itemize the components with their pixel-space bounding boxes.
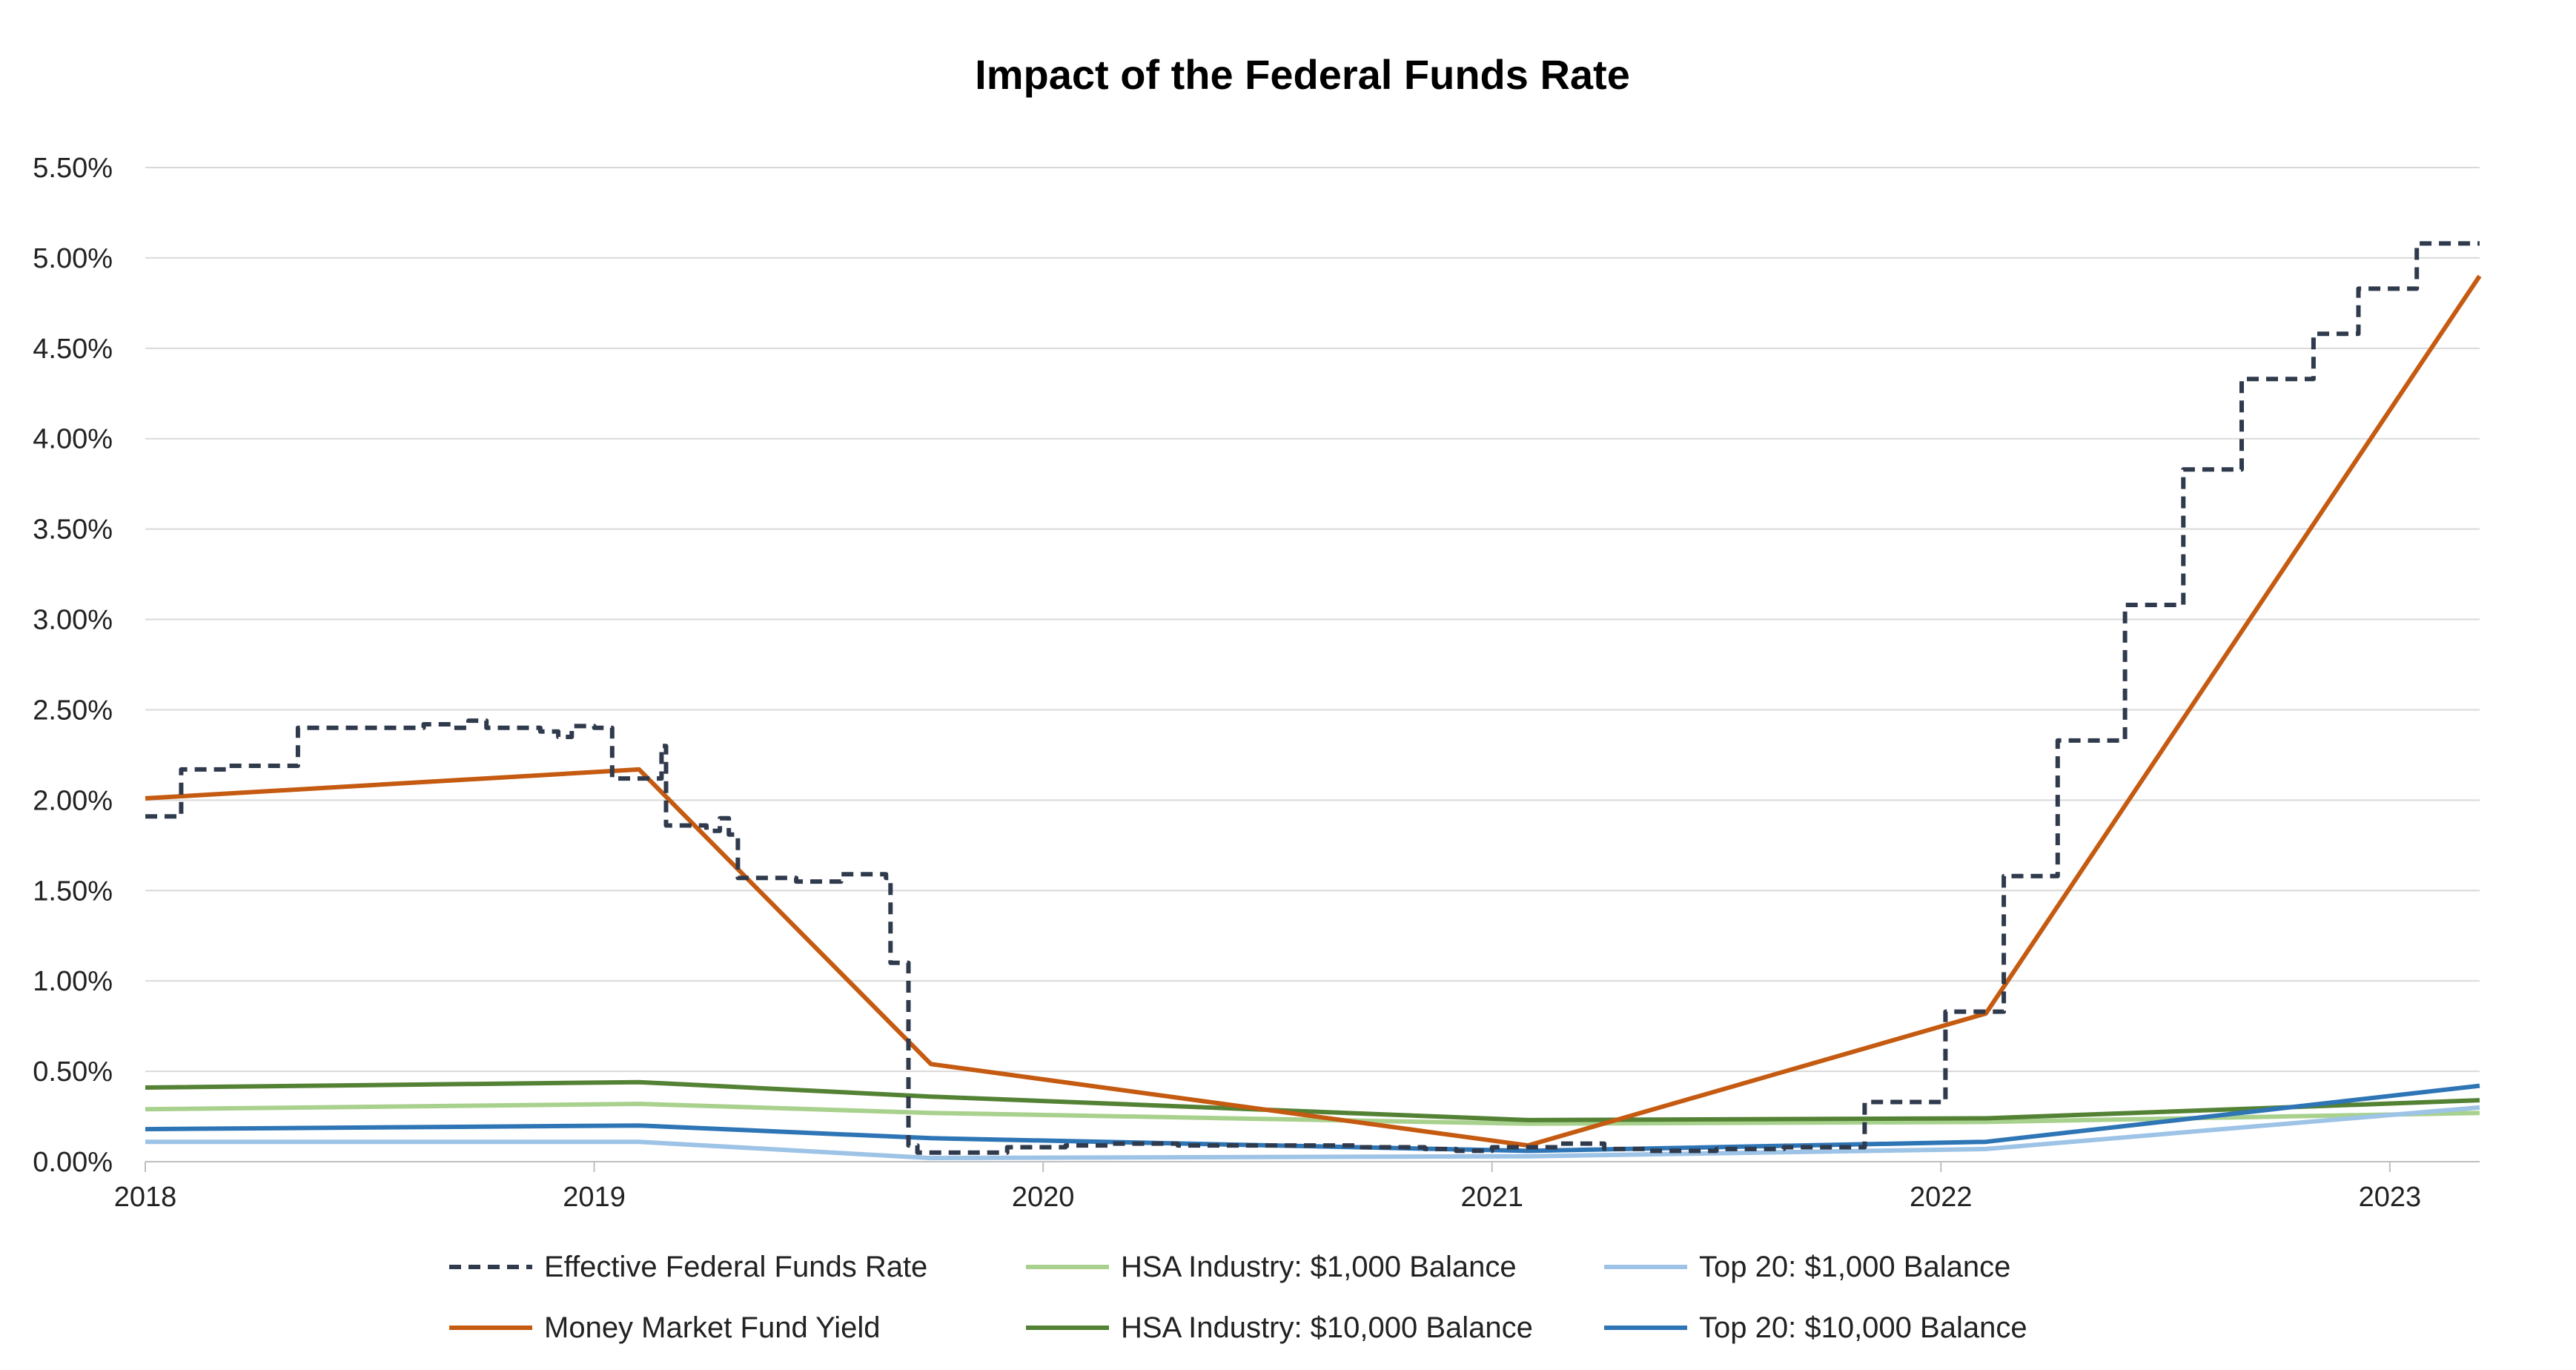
- legend-item: HSA Industry: $10,000 Balance: [1026, 1311, 1533, 1344]
- x-tick-label: 2023: [2359, 1182, 2422, 1213]
- x-tick-label: 2021: [1460, 1182, 1523, 1213]
- legend-item: Money Market Fund Yield: [449, 1311, 881, 1344]
- legend-label: Top 20: $1,000 Balance: [1699, 1251, 2010, 1283]
- y-tick-label: 4.50%: [33, 334, 113, 365]
- legend-label: Money Market Fund Yield: [544, 1311, 881, 1344]
- y-tick-label: 4.00%: [33, 424, 113, 455]
- y-tick-label: 1.00%: [33, 966, 113, 997]
- y-tick-label: 5.50%: [33, 153, 113, 184]
- x-tick-label: 2022: [1910, 1182, 1973, 1213]
- chart-title: Impact of the Federal Funds Rate: [975, 51, 1630, 98]
- series-line-hsa-industry-10-000-balance: [145, 1079, 2480, 1122]
- series-lines: [145, 241, 2482, 1161]
- x-tick-label: 2020: [1012, 1182, 1075, 1213]
- series-line-effective-federal-funds-rate: [145, 241, 2480, 1155]
- y-tick-label: 5.00%: [33, 243, 113, 274]
- x-axis-tick-labels: 2018 2019 2020 2021 2022 2023: [114, 1182, 2421, 1213]
- legend-item: Top 20: $1,000 Balance: [1604, 1251, 2010, 1283]
- gridlines: [145, 167, 2480, 1172]
- legend-label: Top 20: $10,000 Balance: [1699, 1311, 2027, 1344]
- y-tick-label: 2.50%: [33, 695, 113, 726]
- y-tick-label: 0.50%: [33, 1056, 113, 1088]
- legend: Effective Federal Funds Rate HSA Industry…: [449, 1251, 2027, 1344]
- legend-item: Top 20: $10,000 Balance: [1604, 1311, 2027, 1344]
- legend-item: Effective Federal Funds Rate: [449, 1251, 927, 1283]
- series-line-money-market-fund-yield: [145, 274, 2482, 1148]
- series-line-top-20-1-000-balance: [145, 1105, 2480, 1161]
- y-tick-label: 0.00%: [33, 1147, 113, 1178]
- legend-label: Effective Federal Funds Rate: [544, 1251, 927, 1283]
- series-line-hsa-industry-1-000-balance: [145, 1102, 2480, 1126]
- y-axis-tick-labels: 0.00% 0.50% 1.00% 1.50% 2.00% 2.50% 3.00% 3.50%…: [33, 153, 113, 1178]
- y-tick-label: 3.50%: [33, 514, 113, 546]
- y-tick-label: 3.00%: [33, 605, 113, 636]
- legend-label: HSA Industry: $10,000 Balance: [1121, 1311, 1533, 1344]
- legend-label: HSA Industry: $1,000 Balance: [1121, 1251, 1517, 1283]
- y-tick-label: 2.00%: [33, 785, 113, 816]
- legend-item: HSA Industry: $1,000 Balance: [1026, 1251, 1517, 1283]
- x-tick-label: 2019: [563, 1182, 626, 1213]
- y-tick-label: 1.50%: [33, 876, 113, 907]
- x-tick-label: 2018: [114, 1182, 177, 1213]
